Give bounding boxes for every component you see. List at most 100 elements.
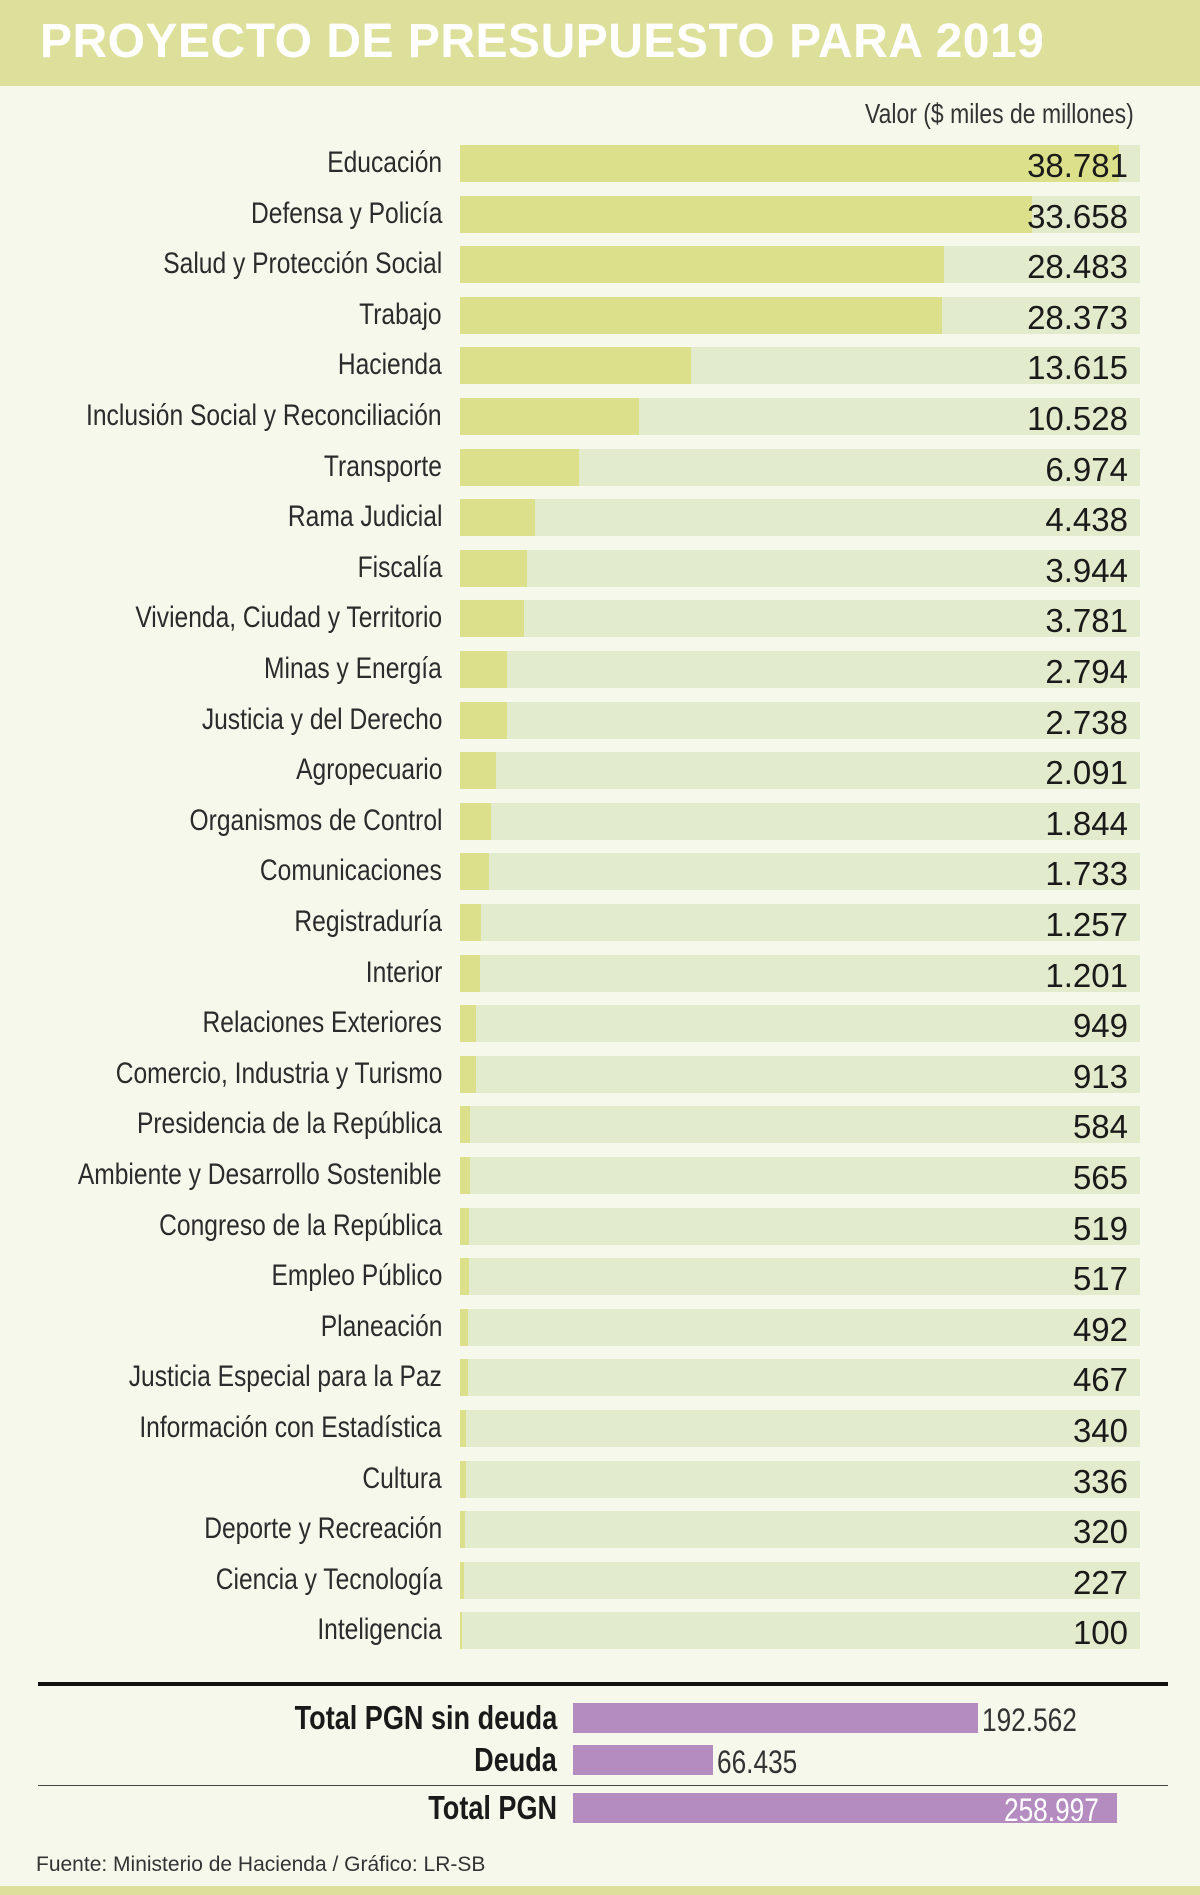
value-label: 33.658 [1027,197,1128,235]
bar-track [460,1055,1140,1093]
value-label: 6.974 [1045,450,1128,488]
category-label: Registraduría [294,905,442,938]
bar [460,1561,464,1599]
bar [460,853,490,891]
category-label: Comercio, Industria y Turismo [115,1056,442,1090]
totals-value-label: 192.562 [981,1702,1077,1738]
totals-value-label: 258.997 [1004,1792,1100,1828]
value-label: 320 [1072,1513,1128,1551]
category-label: Inteligencia [317,1613,442,1647]
bar [460,1055,476,1093]
value-label: 3.781 [1045,602,1128,640]
bar [460,1359,468,1397]
bar-track [460,752,1140,790]
bar [460,701,507,739]
totals-category-label: Total PGN [428,1789,557,1826]
bar [460,1207,469,1245]
bar-track [460,1460,1140,1498]
value-label: 4.438 [1045,501,1128,539]
bar-track [460,1207,1140,1245]
bar [460,600,525,638]
category-label: Relaciones Exteriores [202,1006,442,1040]
bar-track [460,904,1140,941]
bar-track [460,853,1140,891]
category-label: Fiscalía [357,550,442,584]
value-label: 913 [1072,1057,1128,1095]
value-label: 10.528 [1027,400,1128,437]
bar-track [460,1106,1140,1144]
value-label: 340 [1072,1412,1128,1449]
chart-title: PROYECTO DE PRESUPUESTO PARA 2019 [40,15,1045,68]
value-label: 1.257 [1045,906,1128,943]
value-label: 1.733 [1045,855,1128,893]
value-label: 517 [1072,1260,1128,1298]
value-label: 336 [1072,1462,1128,1500]
bar-track [460,954,1140,992]
bar [460,651,508,688]
bar [460,1460,466,1498]
bar [460,145,1120,182]
value-label: 100 [1072,1614,1128,1652]
category-label: Justicia Especial para la Paz [128,1360,442,1394]
budget-bar-chart: Educación 38.781 Defensa y Policía 33.658 Sa… [0,140,1200,1660]
bar [460,296,943,334]
totals-bar [573,1703,978,1733]
value-label: 1.201 [1045,956,1128,994]
category-label: Hacienda [338,348,442,382]
category-label: Información con Estadística [139,1411,442,1444]
bar-track [460,1612,1140,1650]
bar-track [460,1157,1140,1194]
value-label: 519 [1072,1209,1128,1247]
bar [460,802,492,840]
bar [460,347,692,385]
source-note: Fuente: Ministerio de Hacienda / Gráfico… [36,1853,486,1876]
bar [460,954,481,992]
value-label: 2.738 [1045,703,1128,741]
bar-track [460,1561,1140,1599]
bar [460,1612,462,1650]
value-label: 2.091 [1045,754,1128,792]
bar-track [460,802,1140,840]
value-label: 38.781 [1027,147,1128,184]
bar-track [460,1410,1140,1447]
bar [460,1157,470,1194]
category-label: Transporte [323,449,442,483]
value-label: 565 [1072,1159,1128,1196]
bar [460,398,639,435]
category-label: Ciencia y Tecnología [215,1562,442,1596]
category-label: Deporte y Recreación [204,1512,442,1546]
value-label: 1.844 [1045,804,1128,842]
category-label: Rama Judicial [287,500,442,534]
category-label: Planeación [320,1309,442,1343]
category-label: Comunicaciones [260,854,442,888]
bar-track [460,701,1140,739]
value-label: 28.483 [1027,248,1128,286]
bar-track [460,499,1140,537]
bar-track [460,600,1140,638]
category-label: Agropecuario [295,753,442,787]
bar-track [460,549,1140,587]
category-label: Minas y Energía [264,652,442,685]
bar [460,549,528,587]
category-label: Interior [365,955,442,989]
unit-label: Valor ($ miles de millones) [865,98,1134,129]
category-label: Trabajo [359,297,442,331]
value-label: 949 [1072,1007,1128,1045]
bar [460,195,1033,233]
bar [460,1005,477,1043]
category-label: Organismos de Control [189,803,442,837]
totals-value-label: 66.435 [716,1744,797,1780]
bar [460,752,496,790]
totals-bar [573,1793,1118,1823]
category-label: Inclusión Social y Reconciliación [86,399,442,432]
totals-divider [38,1682,1168,1686]
category-label: Defensa y Policía [250,196,442,230]
category-label: Presidencia de la República [137,1107,442,1141]
value-label: 227 [1072,1563,1128,1601]
category-label: Ambiente y Desarrollo Sostenible [78,1158,442,1191]
category-label: Empleo Público [271,1259,442,1293]
category-label: Justicia y del Derecho [201,702,442,736]
totals-category-label: Total PGN sin deuda [294,1699,557,1736]
category-label: Salud y Protección Social [163,247,442,281]
category-label: Educación [327,146,442,179]
